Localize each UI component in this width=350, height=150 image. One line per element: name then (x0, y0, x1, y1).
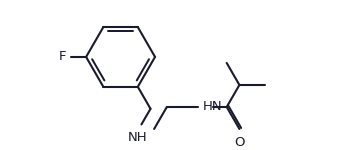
Text: HN: HN (203, 100, 223, 113)
Text: NH: NH (128, 131, 148, 144)
Text: F: F (59, 50, 66, 63)
Text: O: O (234, 136, 245, 149)
